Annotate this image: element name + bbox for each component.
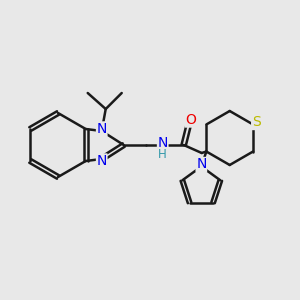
Text: N: N xyxy=(97,154,107,168)
Text: N: N xyxy=(158,136,168,150)
Text: S: S xyxy=(252,116,260,130)
Text: N: N xyxy=(97,122,107,136)
Text: O: O xyxy=(185,113,196,127)
Text: H: H xyxy=(158,148,167,160)
Text: N: N xyxy=(196,158,206,172)
